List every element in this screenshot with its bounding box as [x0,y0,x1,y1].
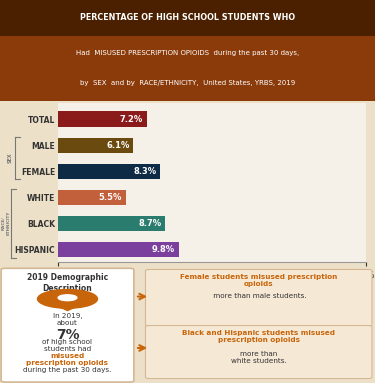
Bar [58,164,160,179]
FancyBboxPatch shape [146,270,372,326]
Text: Had  MISUSED PRESCRIPTION OPIOIDS  during the past 30 days,: Had MISUSED PRESCRIPTION OPIOIDS during … [76,50,299,56]
Text: Black and Hispanic students misused
prescription opioids: Black and Hispanic students misused pres… [182,331,335,344]
Polygon shape [60,307,75,311]
Bar [58,216,165,231]
Text: SEX: SEX [8,153,13,164]
Text: 8.3%: 8.3% [134,167,156,176]
FancyBboxPatch shape [146,326,372,378]
Text: 9.8%: 9.8% [152,245,175,254]
Text: more than
white students.: more than white students. [231,352,286,365]
Text: RACE/
ETHNICITY: RACE/ ETHNICITY [2,211,10,236]
Bar [0,36,375,101]
Circle shape [38,290,98,308]
Bar [58,190,126,205]
Text: misused
prescription opioids: misused prescription opioids [27,353,108,366]
Text: PERCENTAGE OF HIGH SCHOOL STUDENTS WHO: PERCENTAGE OF HIGH SCHOOL STUDENTS WHO [80,13,295,22]
FancyBboxPatch shape [1,268,134,382]
Bar [0,0,375,36]
Circle shape [58,295,77,301]
Text: In 2019,: In 2019, [53,313,82,319]
Text: about: about [57,320,78,326]
Text: 6.1%: 6.1% [106,141,129,150]
Text: 7%: 7% [56,328,80,342]
Text: 5.5%: 5.5% [99,193,122,202]
Text: Female students misused prescription
opioids: Female students misused prescription opi… [180,274,338,287]
Text: more than male students.: more than male students. [211,293,307,299]
Bar [58,242,178,257]
Bar [58,111,147,127]
Text: by  SEX  and by  RACE/ETHNICITY,  United States, YRBS, 2019: by SEX and by RACE/ETHNICITY, United Sta… [80,80,295,86]
Text: 7.2%: 7.2% [120,115,143,124]
Text: of high school
students had: of high school students had [42,339,93,352]
Text: 8.7%: 8.7% [138,219,162,228]
Text: 2019 Demographic
Description: 2019 Demographic Description [27,273,108,293]
Text: during the past 30 days.: during the past 30 days. [23,367,112,373]
Bar [58,137,133,153]
